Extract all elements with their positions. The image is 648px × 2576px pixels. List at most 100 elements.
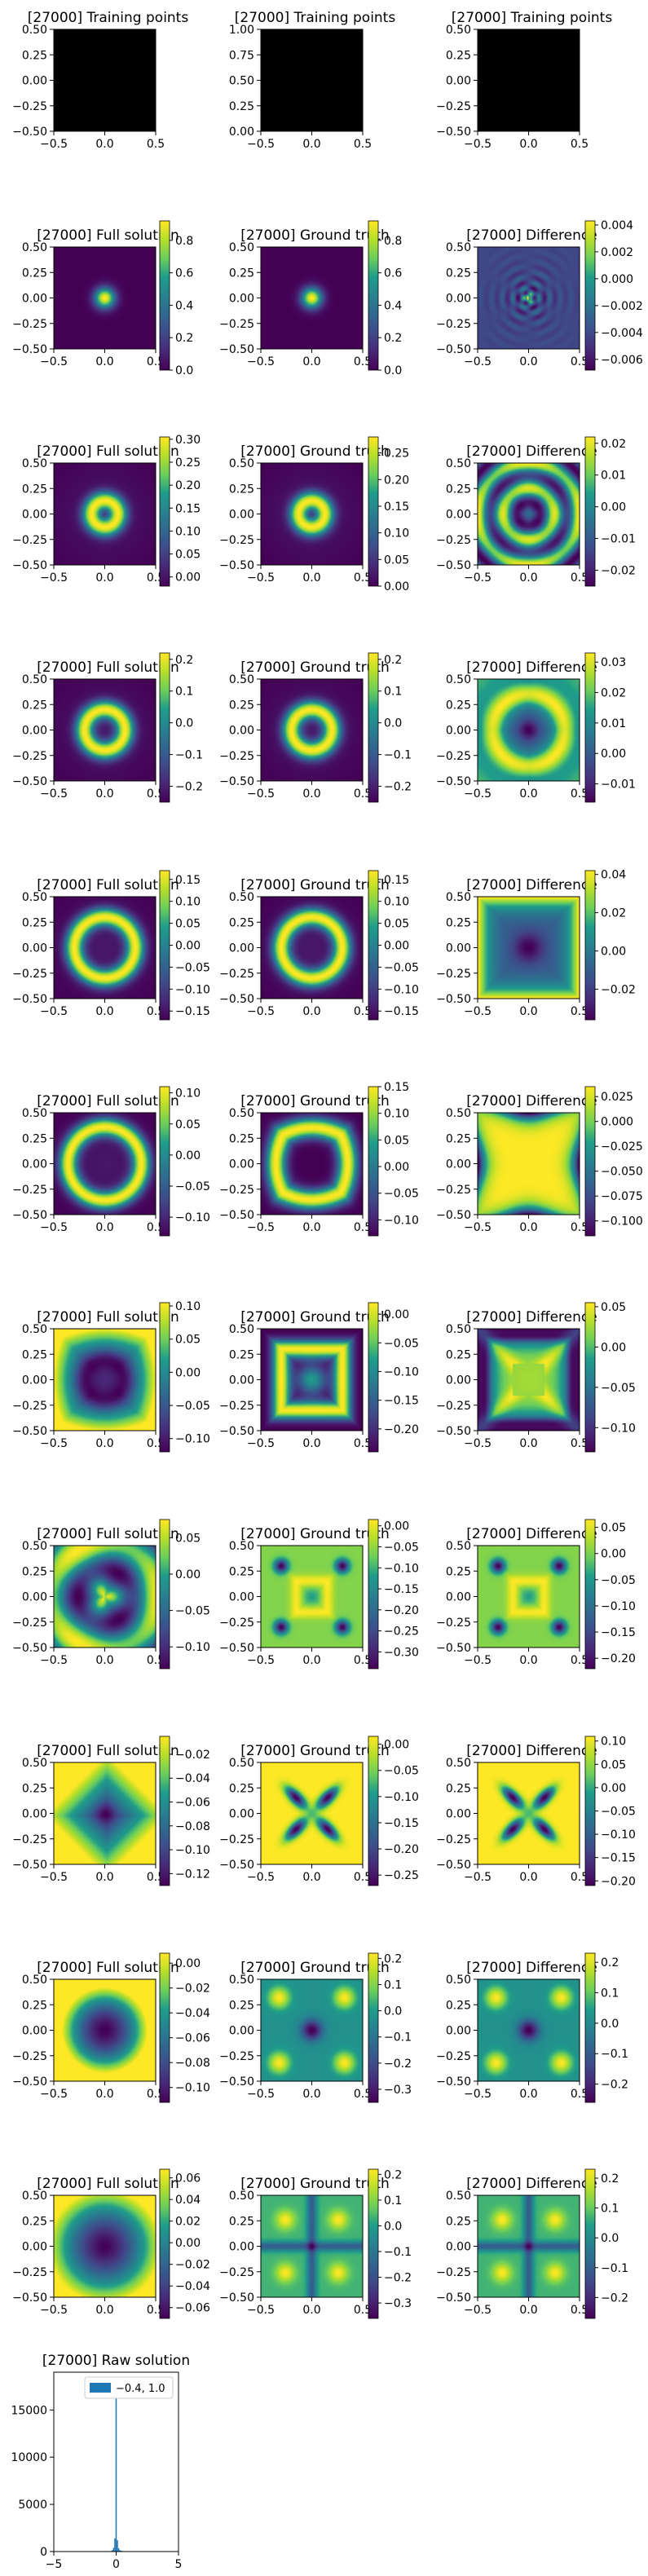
y-tick-label: 0.25 <box>229 1565 254 1578</box>
y-tick-label: 0.50 <box>446 1974 471 1987</box>
y-tick-label: −0.25 <box>12 2050 47 2063</box>
y-tick-label: 0.00 <box>22 1158 47 1171</box>
y-tick-label: −0.50 <box>436 993 471 1006</box>
y-tick-label: 0.50 <box>229 1974 254 1987</box>
histogram-bar <box>115 2381 117 2552</box>
colorbar-tick-label: 0.04 <box>175 2194 201 2207</box>
x-tick-label: 0.0 <box>95 571 113 584</box>
y-tick-label: 0.00 <box>22 1591 47 1604</box>
y-tick-label: −0.25 <box>219 1400 254 1413</box>
colorbar-tick-label: 0.025 <box>601 1091 633 1104</box>
y-tick-label: 0.00 <box>446 2241 471 2254</box>
colorbar-tick-label: 0.00 <box>601 1341 626 1354</box>
x-tick-label: −0.5 <box>40 787 68 801</box>
colorbar-tick-label: −0.01 <box>601 779 636 792</box>
y-tick-label: 0.00 <box>22 2241 47 2254</box>
y-tick-label: −0.50 <box>12 126 47 139</box>
colorbar-tick-label: −0.1 <box>384 2246 412 2259</box>
colorbar-tick-label: −0.02 <box>601 983 636 996</box>
colorbar-tick-label: 0.15 <box>175 502 201 515</box>
y-tick-label: −0.25 <box>12 534 47 547</box>
colorbar-tick-label: 0.01 <box>601 717 626 730</box>
y-tick-label: −0.25 <box>12 318 47 331</box>
y-tick-label: 0.25 <box>22 699 47 712</box>
panel-r10-c3: [27000] Difference−0.5 0.0 0.50.500.250.00… <box>436 1952 628 2103</box>
panel-title: [27000] Full solution <box>37 1526 179 1542</box>
y-tick-label: 0.50 <box>22 1323 47 1336</box>
heatmap-image <box>261 1546 363 1647</box>
y-tick-label: −0.50 <box>436 1859 471 1872</box>
colorbar-tick-label: 0.002 <box>601 246 633 259</box>
y-tick-label: 0.25 <box>446 1782 471 1795</box>
colorbar-tick-label: 0.0 <box>175 717 193 730</box>
y-tick-label: −0.25 <box>219 534 254 547</box>
x-tick-label: 0.0 <box>519 1005 537 1018</box>
colorbar-tick-label: 0.1 <box>601 2203 619 2216</box>
heatmap-image <box>478 1979 580 2081</box>
y-tick-label: 0.50 <box>22 1974 47 1987</box>
y-tick-label: 0.25 <box>446 1565 471 1578</box>
panel-r1-c3: [27000] Training points −0.5 0.0 0.5 0.50 0.2… <box>436 10 612 151</box>
y-tick-label: 0.00 <box>229 1591 254 1604</box>
x-tick-label: −0.5 <box>40 355 68 368</box>
x-tick-label: 0.5 <box>354 1221 372 1234</box>
y-tick-label: 0.25 <box>446 483 471 496</box>
y-tick-label: 0.50 <box>229 891 254 904</box>
y-tick-label: 0.50 <box>22 2190 47 2203</box>
y-tick-label: 0.25 <box>22 483 47 496</box>
x-tick-label: −0.5 <box>40 1221 68 1234</box>
panel-r7-c3: [27000] Difference −0.5 0.0 0.5 0.50 0.25 0.00… <box>436 1301 636 1453</box>
colorbar-tick-label: −0.10 <box>384 1214 419 1227</box>
panel-title: [27000] Ground truth <box>240 1526 390 1542</box>
x-tick-label: 0.0 <box>302 355 320 368</box>
y-tick-label: 0.00 <box>229 942 254 955</box>
colorbar-tick-label: −0.10 <box>384 1562 419 1575</box>
panel-r6-c3: [27000] Difference −0.5 0.0 0.5 0.50 0.25 0.00… <box>436 1086 643 1237</box>
x-tick-label: 0.0 <box>95 1005 113 1018</box>
colorbar-tick-label: −0.25 <box>384 1625 419 1639</box>
panel-r9-c2: [27000] Ground truth −0.5 0.0 0.5 0.50 0.25 0.… <box>219 1736 419 1886</box>
colorbar-tick-label: 0.00 <box>175 1149 201 1162</box>
x-tick-label: −0.5 <box>247 138 275 151</box>
y-tick-label: 0.50 <box>446 241 471 254</box>
colorbar <box>368 1952 379 2103</box>
colorbar <box>584 1736 596 1886</box>
y-tick-label: 0.50 <box>229 1323 254 1336</box>
y-tick-label: 0.00 <box>229 293 254 306</box>
x-tick-label: 0.5 <box>354 787 372 801</box>
panel-r5-c2: [27000] Ground truth −0.5 0.0 0.5 0.50 0.25 0.… <box>219 870 419 1021</box>
x-tick-label: 0.5 <box>571 138 588 151</box>
colorbar-tick-label: 0.05 <box>601 1758 626 1771</box>
panel-title: [27000] Full solution <box>37 2176 179 2192</box>
colorbar-tick-label: −0.05 <box>601 1574 636 1587</box>
panel-r9-c3: [27000] Difference −0.5 0.0 0.5 0.50 0.25 0.00… <box>436 1736 636 1889</box>
y-tick-label: −0.50 <box>219 559 254 572</box>
colorbar <box>159 1086 170 1237</box>
x-tick-label: 0.0 <box>95 1221 113 1234</box>
y-tick-label: 0.25 <box>229 699 254 712</box>
y-tick-label: −0.50 <box>12 2075 47 2089</box>
colorbar-tick-label: 0.05 <box>175 549 201 562</box>
x-tick-label: −0.5 <box>40 1654 68 1667</box>
y-tick-label: 0.25 <box>446 267 471 280</box>
x-tick-label: 0.5 <box>571 1221 588 1234</box>
colorbar-tick-label: −0.10 <box>384 1365 419 1378</box>
colorbar-tick-label: 0.03 <box>601 656 626 669</box>
y-tick-label: 0.25 <box>22 1348 47 1361</box>
x-tick-label: −0.5 <box>247 1654 275 1667</box>
y-tick-label: 0.00 <box>229 509 254 522</box>
y-tick-label: 0.00 <box>22 293 47 306</box>
y-tick-label: 0.50 <box>446 457 471 470</box>
y-tick-label: −0.25 <box>219 2050 254 2063</box>
heatmap-image <box>261 1113 363 1215</box>
y-tick-label: 0.00 <box>446 75 471 88</box>
colorbar-tick-label: −0.2 <box>601 2291 628 2305</box>
y-tick-label: 0.00 <box>229 2025 254 2038</box>
x-tick-label: 0.5 <box>571 1437 588 1450</box>
heatmap-image <box>261 1979 363 2081</box>
y-tick-label: 0.00 <box>446 509 471 522</box>
y-tick-label: −0.25 <box>12 1833 47 1846</box>
y-tick-label: −0.25 <box>436 1617 471 1630</box>
panel-r3-c2: [27000] Ground truth −0.5 0.0 0.5 0.50 0.25 0.… <box>219 436 409 593</box>
colorbar-tick-label: −0.02 <box>175 2259 210 2272</box>
